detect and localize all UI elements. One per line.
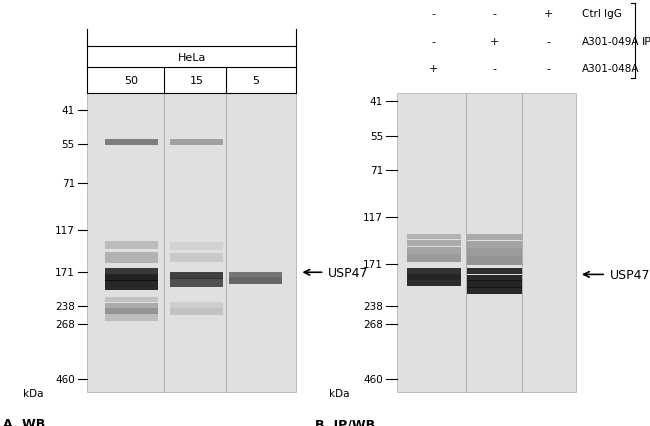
Text: +: + xyxy=(429,64,438,74)
Bar xyxy=(105,241,157,250)
Text: -: - xyxy=(547,64,551,74)
Text: A301-048A: A301-048A xyxy=(582,64,640,74)
Bar xyxy=(467,241,521,248)
Bar xyxy=(105,139,157,146)
Text: +: + xyxy=(490,37,499,46)
Bar xyxy=(467,269,521,274)
Bar xyxy=(170,242,223,250)
Text: 238: 238 xyxy=(55,302,75,312)
Text: -: - xyxy=(432,37,436,46)
FancyBboxPatch shape xyxy=(87,94,296,392)
Text: kDa: kDa xyxy=(329,388,349,397)
Text: 117: 117 xyxy=(55,225,75,235)
Text: 268: 268 xyxy=(55,319,75,329)
Bar xyxy=(467,256,521,265)
Bar xyxy=(467,234,521,240)
Text: 171: 171 xyxy=(55,268,75,278)
Text: 71: 71 xyxy=(370,165,383,176)
Text: 5: 5 xyxy=(252,76,259,86)
Text: HeLa: HeLa xyxy=(177,52,206,63)
Bar xyxy=(105,298,157,302)
Text: 171: 171 xyxy=(363,259,383,269)
Bar xyxy=(170,273,223,279)
Bar xyxy=(170,140,223,146)
Bar xyxy=(105,308,157,314)
Text: 117: 117 xyxy=(363,212,383,222)
Text: 71: 71 xyxy=(62,178,75,188)
Text: USP47: USP47 xyxy=(328,266,368,279)
Bar xyxy=(407,241,461,247)
Bar xyxy=(467,248,521,256)
Bar xyxy=(170,302,223,308)
Bar xyxy=(105,314,157,321)
Bar xyxy=(105,274,157,281)
Bar xyxy=(229,278,282,285)
Text: 55: 55 xyxy=(62,140,75,150)
Bar xyxy=(170,279,223,287)
Bar xyxy=(229,273,282,278)
Text: 55: 55 xyxy=(370,131,383,141)
Bar xyxy=(407,269,461,275)
Bar xyxy=(105,268,157,274)
Text: B. IP/WB: B. IP/WB xyxy=(315,417,376,426)
Text: kDa: kDa xyxy=(23,388,44,397)
Bar xyxy=(407,280,461,287)
Text: A. WB: A. WB xyxy=(3,417,46,426)
Text: IP: IP xyxy=(642,37,650,46)
Text: Ctrl IgG: Ctrl IgG xyxy=(582,9,622,19)
Text: 41: 41 xyxy=(62,106,75,116)
Bar xyxy=(407,274,461,280)
Text: 41: 41 xyxy=(370,97,383,107)
Bar xyxy=(105,303,157,308)
Bar xyxy=(407,234,461,239)
FancyBboxPatch shape xyxy=(396,94,576,392)
Text: USP47: USP47 xyxy=(610,268,650,281)
Bar xyxy=(170,253,223,262)
Bar xyxy=(105,280,157,291)
Text: A301-049A: A301-049A xyxy=(582,37,640,46)
Bar xyxy=(467,281,521,288)
Text: -: - xyxy=(493,64,497,74)
Text: 268: 268 xyxy=(363,319,383,329)
Bar xyxy=(407,255,461,262)
Text: 460: 460 xyxy=(363,374,383,384)
Bar xyxy=(467,287,521,294)
Text: 15: 15 xyxy=(190,76,203,86)
Bar xyxy=(105,252,157,263)
Bar xyxy=(407,248,461,254)
Text: 238: 238 xyxy=(363,302,383,312)
Text: -: - xyxy=(493,9,497,19)
Bar xyxy=(170,307,223,315)
Bar xyxy=(467,275,521,281)
Text: 460: 460 xyxy=(55,374,75,384)
Text: -: - xyxy=(432,9,436,19)
Text: -: - xyxy=(547,37,551,46)
Text: +: + xyxy=(544,9,553,19)
Text: 50: 50 xyxy=(124,76,138,86)
